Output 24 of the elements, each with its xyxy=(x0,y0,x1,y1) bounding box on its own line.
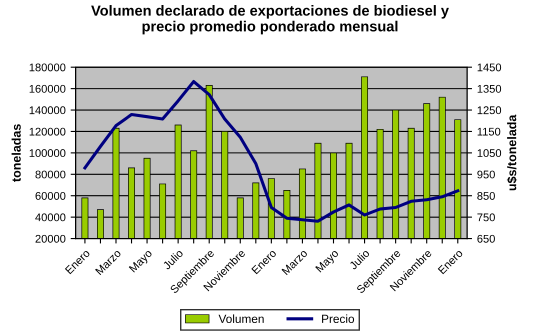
y-tick-label: 120000 xyxy=(30,128,66,136)
line-series xyxy=(83,80,460,223)
y2-tick-label: 750 xyxy=(477,213,495,222)
y2-tick-label: 650 xyxy=(477,234,495,243)
y2-tick-label: 1150 xyxy=(478,128,500,136)
y-tick-label: 40000 xyxy=(35,213,66,222)
legend-label: Volumen xyxy=(218,314,264,324)
y-tick-label: 20000 xyxy=(36,234,66,243)
y2-tick-label: 1250 xyxy=(478,106,502,114)
y2-tick-label: 950 xyxy=(477,170,495,178)
y-tick-label: 180000 xyxy=(30,63,66,72)
y2-axis-title: u$s/tonelada xyxy=(506,114,518,190)
y2-tick-label: 1450 xyxy=(478,63,502,72)
y-tick-label: 160000 xyxy=(30,84,66,93)
y2-tick-label: 1050 xyxy=(478,149,502,158)
y-axis-title: toneladas xyxy=(12,124,21,182)
y-tick-label: 100000 xyxy=(30,149,66,158)
y2-tick-label: 850 xyxy=(477,192,495,200)
y-tick-label: 60000 xyxy=(36,192,66,200)
y-tick-label: 80000 xyxy=(35,170,66,178)
chart-title: Volumen declarado de exportaciones de biodiesel y precio promedio ponderado mensual xyxy=(91,5,449,34)
y-tick-label: 140000 xyxy=(30,106,66,114)
y2-tick-label: 1350 xyxy=(478,84,502,93)
legend-label: Precio xyxy=(322,314,354,324)
